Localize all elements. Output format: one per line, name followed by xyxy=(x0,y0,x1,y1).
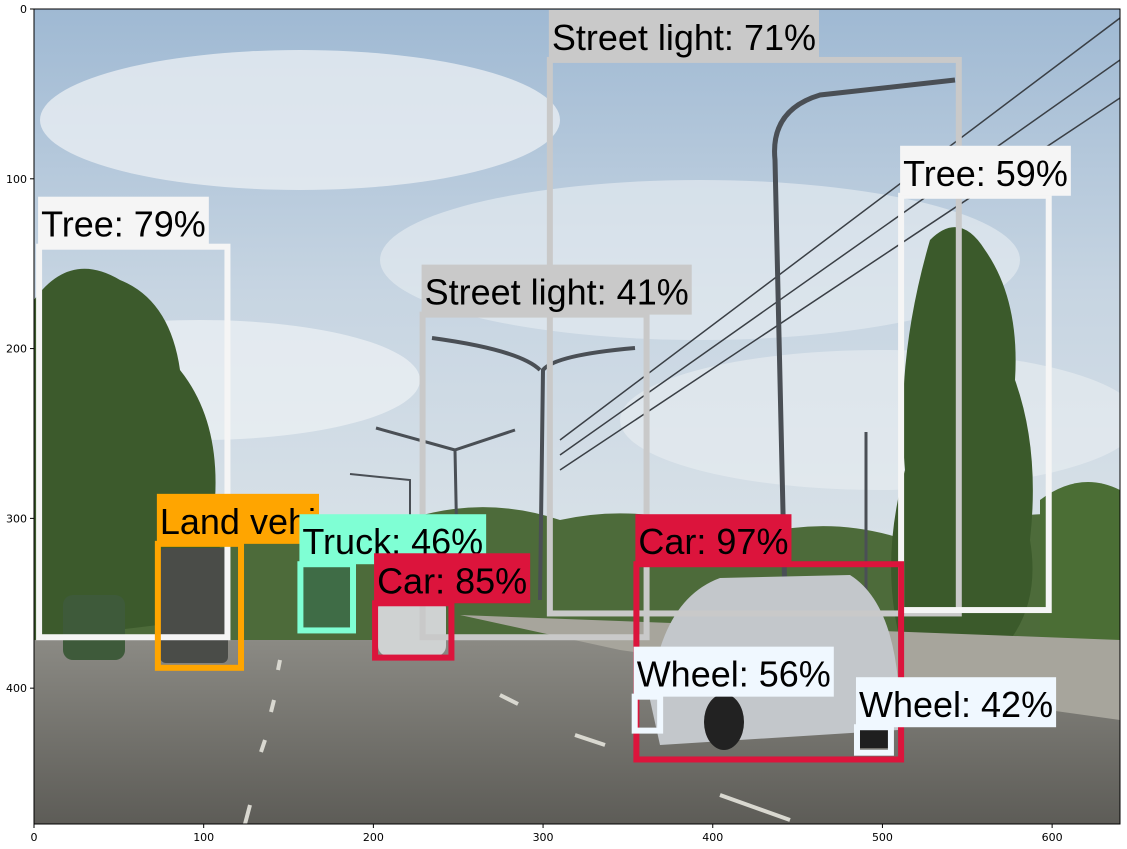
x-tick-label: 0 xyxy=(31,831,38,844)
left-tree xyxy=(34,268,220,640)
detection-layer: Tree: 79% Street light: 71% Tree: 59% Stree… xyxy=(36,9,1071,763)
y-axis: 0 100 200 300 400 xyxy=(6,3,34,695)
detection-8: Wheel: 56% xyxy=(631,646,834,734)
car-small xyxy=(378,598,446,656)
y-tick-label: 400 xyxy=(6,682,27,695)
detection-label: Car: 97% xyxy=(638,521,788,562)
x-tick-label: 500 xyxy=(872,831,893,844)
axes-frame xyxy=(33,8,1121,825)
detection-3: Street light: 41% xyxy=(419,264,692,641)
detection-2: Tree: 59% xyxy=(898,145,1071,614)
detection-6: Car: 85% xyxy=(372,553,531,661)
detection-label: Wheel: 56% xyxy=(637,654,831,695)
detection-9: Wheel: 42% xyxy=(853,677,1057,756)
detection-label: Wheel: 42% xyxy=(859,684,1053,725)
cloud xyxy=(40,50,560,190)
x-tick-label: 100 xyxy=(193,831,214,844)
x-tick-label: 300 xyxy=(533,831,554,844)
x-tick-label: 400 xyxy=(702,831,723,844)
right-bushes xyxy=(1040,482,1120,640)
y-tick-label: 200 xyxy=(6,343,27,356)
detection-label-bg xyxy=(633,646,834,697)
detection-label: Car: 85% xyxy=(377,560,527,601)
detection-label-bg xyxy=(900,145,1071,196)
right-tree xyxy=(891,227,1033,640)
detection-1: Street light: 71% xyxy=(546,9,962,617)
car-wheel xyxy=(704,694,744,750)
y-tick-label: 100 xyxy=(6,173,27,186)
detection-label-bg xyxy=(421,264,692,315)
auto-rickshaw xyxy=(63,595,125,660)
x-tick-label: 200 xyxy=(363,831,384,844)
detection-label-bg xyxy=(38,196,209,247)
detection-label: Tree: 79% xyxy=(41,204,206,245)
truck-center xyxy=(300,562,356,632)
x-tick-label: 600 xyxy=(1042,831,1063,844)
detection-label-bg xyxy=(548,9,820,60)
detection-label: Tree: 59% xyxy=(903,153,1068,194)
truck-left xyxy=(160,548,228,663)
detection-label-bg xyxy=(374,553,531,604)
detection-label: Land vehi xyxy=(160,501,316,542)
detection-label: Street light: 41% xyxy=(425,272,689,313)
detection-7: Car: 97% xyxy=(633,514,905,763)
detection-0: Tree: 79% xyxy=(36,196,231,641)
y-tick-label: 300 xyxy=(6,512,27,525)
y-tick-label: 0 xyxy=(20,3,27,16)
detection-4: Land vehi xyxy=(154,493,320,671)
detection-label-bg xyxy=(635,514,792,565)
lane-marks xyxy=(243,659,791,824)
x-axis: 0 100 200 300 400 500 600 xyxy=(31,824,1063,844)
detection-label-bg xyxy=(855,677,1057,728)
detection-label-bg xyxy=(156,493,320,544)
detection-label: Street light: 71% xyxy=(552,17,816,58)
